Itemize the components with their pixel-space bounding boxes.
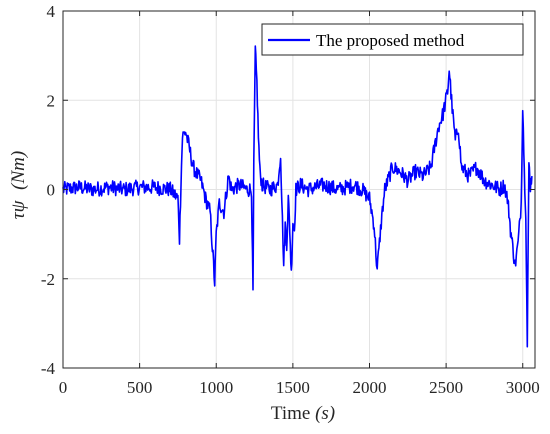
x-axis-label: Time (s)	[271, 403, 335, 424]
x-axis-label-unit: (s)	[315, 403, 335, 424]
series-layer	[62, 45, 533, 348]
y-axis-label-symbol: τψ	[8, 199, 29, 219]
y-axis-label: τψ (Nm)	[8, 151, 29, 219]
x-tick-label: 500	[127, 378, 153, 397]
x-tick-label: 1000	[199, 378, 233, 397]
y-tick-label: -4	[41, 359, 56, 378]
legend: The proposed method	[261, 23, 524, 56]
y-tick-label: 4	[47, 2, 56, 21]
axis-ticks: 0 500 1000 1500 2000 2500 3000 -4 -2 0 2 4	[41, 2, 540, 397]
series-line	[62, 45, 533, 348]
legend-label: The proposed method	[316, 31, 465, 50]
x-tick-label: 1500	[276, 378, 310, 397]
x-tick-label: 2500	[429, 378, 463, 397]
x-tick-label: 2000	[352, 378, 386, 397]
y-tick-label: -2	[41, 270, 55, 289]
x-axis-label-text: Time	[271, 403, 310, 424]
y-tick-label: 0	[47, 181, 56, 200]
y-axis-label-unit: (Nm)	[8, 151, 29, 190]
x-tick-label: 0	[59, 378, 68, 397]
x-tick-label: 3000	[506, 378, 540, 397]
y-tick-label: 2	[47, 91, 56, 110]
